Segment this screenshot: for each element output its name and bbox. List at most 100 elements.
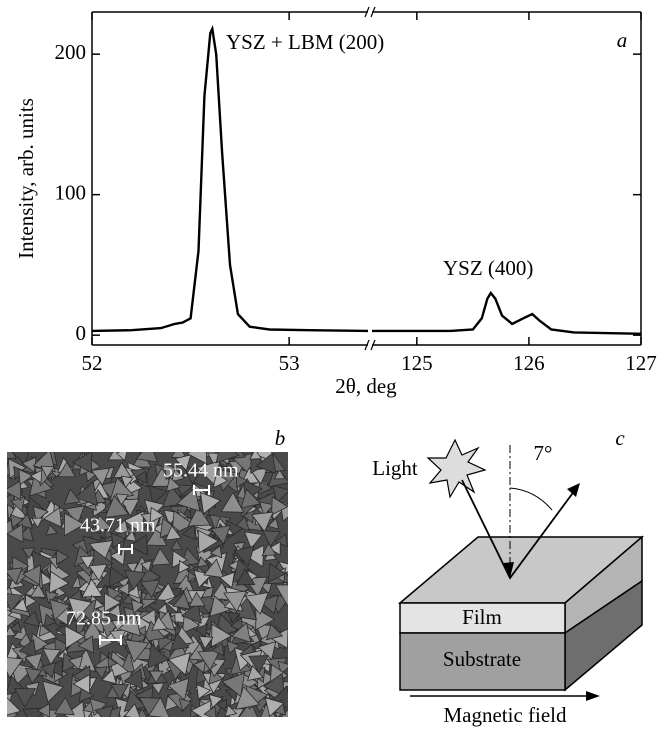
grain	[7, 567, 23, 585]
grain	[118, 612, 141, 637]
grain	[77, 635, 95, 654]
grain	[148, 670, 164, 684]
grain	[79, 555, 96, 570]
grain	[10, 513, 24, 529]
grain	[262, 530, 282, 548]
grain	[40, 465, 55, 479]
grain	[172, 591, 191, 610]
grain	[139, 579, 161, 599]
grain	[261, 542, 277, 557]
grain	[7, 480, 22, 501]
grain	[233, 545, 255, 567]
grain	[42, 506, 62, 528]
grain	[18, 468, 34, 486]
grain	[31, 517, 44, 529]
grain	[197, 529, 220, 554]
grain	[48, 570, 70, 594]
scale-bars	[99, 485, 210, 645]
grain	[124, 529, 137, 542]
grain	[186, 452, 208, 465]
axis-break	[364, 339, 376, 351]
axis-break	[364, 6, 376, 18]
grain	[115, 493, 129, 506]
grain	[194, 623, 208, 638]
grain	[215, 698, 228, 712]
grain	[265, 623, 284, 641]
grain	[123, 703, 141, 717]
grain	[11, 452, 29, 466]
grain	[215, 452, 240, 464]
grain	[196, 556, 209, 568]
grain	[53, 696, 75, 716]
grain	[210, 524, 232, 545]
grain	[135, 452, 159, 463]
grain	[7, 523, 24, 543]
grain	[13, 597, 29, 613]
grain	[235, 568, 256, 586]
grain	[226, 640, 240, 655]
grain	[7, 657, 24, 679]
grain	[7, 625, 17, 637]
grain	[211, 623, 233, 648]
grain	[151, 547, 172, 566]
measurement: 72.85 nm	[66, 608, 142, 630]
grain	[57, 461, 76, 478]
annotation: YSZ + LBM (200)	[226, 30, 384, 54]
arrow-head	[503, 562, 514, 578]
grain	[248, 655, 269, 674]
grain	[271, 496, 288, 516]
grain	[24, 652, 43, 671]
grain	[126, 584, 141, 599]
line-series	[91, 24, 369, 333]
grain	[219, 571, 236, 589]
grain	[71, 452, 93, 474]
y-tick-label: 100	[55, 180, 87, 204]
light-source	[426, 438, 487, 499]
grain	[136, 708, 148, 717]
grain	[134, 470, 147, 484]
grain	[257, 641, 277, 661]
y-axis-label: Intensity, arb. units	[14, 98, 38, 259]
grain	[123, 510, 145, 534]
grain	[94, 705, 114, 717]
grain	[165, 476, 182, 492]
angle-label: 7°	[534, 441, 553, 465]
grain	[255, 452, 277, 475]
grain	[197, 650, 221, 671]
grain	[244, 544, 265, 568]
grain	[18, 638, 37, 659]
x-tick-label: 53	[279, 351, 300, 375]
grain	[167, 677, 190, 701]
grain	[111, 532, 126, 549]
grain	[178, 559, 191, 574]
grain	[42, 648, 62, 666]
grain	[165, 524, 182, 541]
grain	[7, 593, 24, 613]
grain	[147, 644, 170, 669]
y-tick-label: 200	[55, 40, 87, 64]
grain	[151, 615, 168, 631]
grain	[124, 639, 150, 663]
layer-label: Substrate	[443, 647, 521, 671]
grain	[130, 599, 145, 614]
grain	[198, 635, 214, 650]
grain	[188, 591, 206, 607]
grain	[238, 700, 258, 717]
grain	[274, 533, 288, 548]
grain	[7, 697, 22, 716]
grain	[149, 506, 165, 523]
grain	[56, 549, 70, 566]
grain	[93, 666, 108, 680]
grain	[224, 704, 238, 717]
grain	[104, 494, 130, 518]
grain	[103, 592, 122, 613]
grain	[123, 569, 147, 591]
arrow-head	[567, 483, 580, 497]
grain	[43, 613, 57, 628]
grain	[140, 560, 153, 573]
panel-label: b	[275, 426, 286, 450]
grain	[74, 481, 98, 507]
grain	[203, 558, 225, 579]
arrow-head	[586, 691, 600, 701]
grain	[45, 523, 58, 536]
